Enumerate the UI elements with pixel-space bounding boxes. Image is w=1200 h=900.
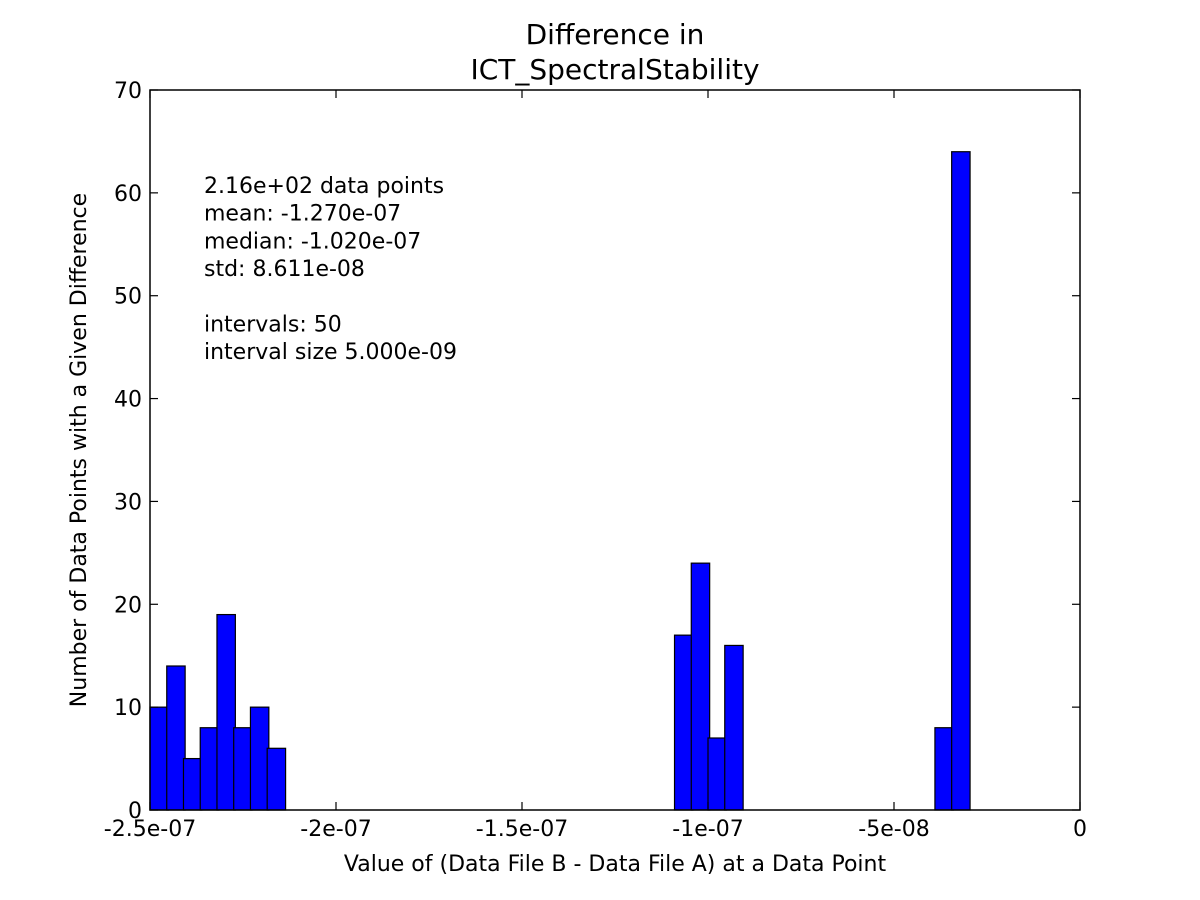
x-tick-label-0: -2.5e-07 [104,817,196,842]
stats-line-3: std: 8.611e-08 [204,257,365,282]
y-tick-label-3: 30 [114,490,142,515]
chart-title: Difference in ICT_SpectralStability [470,18,759,86]
x-tick-label-2: -1.5e-07 [476,817,568,842]
histogram-bar-4 [216,613,236,811]
x-tick-label-4: -5e-08 [858,817,929,842]
stats-line-1: mean: -1.270e-07 [204,202,401,227]
stats-line-2: median: -1.020e-07 [204,229,421,254]
y-tick-label-1: 10 [114,696,142,721]
histogram-bar-12 [934,727,954,811]
histogram-bar-8 [673,634,694,811]
stats-annotation: 2.16e+02 data points mean: -1.270e-07medi… [204,174,457,365]
axis-ticks: -2.5e-07 -2e-07 -1.5e-07 -1e-07 -5e-08 0 0 10 20… [104,79,1087,842]
y-tick-label-7: 70 [114,79,142,104]
plot-area-frame [149,89,1081,811]
chart-title-line-1: Difference in [526,18,705,51]
histogram-bar-0 [149,706,170,811]
histogram-bar-9 [690,562,711,811]
histogram-bar-11 [724,644,744,811]
x-axis-label: Value of (Data File B - Data File A) at … [344,852,887,877]
y-tick-label-6: 60 [114,182,142,207]
x-tick-label-3: -1e-07 [672,817,743,842]
chart-title-line-2: ICT_SpectralStability [470,53,759,86]
histogram-bar-13 [951,151,971,811]
histogram-bar-10 [707,737,728,811]
stats-line-0: 2.16e+02 data points [204,174,444,199]
y-tick-label-2: 20 [114,593,142,618]
y-tick-label-4: 40 [114,388,142,413]
histogram-bars [149,151,971,811]
histogram-bar-7 [266,747,287,811]
y-axis-label: Number of Data Points with a Given Diffe… [67,193,92,707]
histogram-bar-1 [166,665,186,811]
histogram-bar-3 [199,727,220,811]
y-tick-label-5: 50 [114,285,142,310]
histogram-bar-5 [233,727,253,811]
histogram-bar-6 [249,706,270,811]
histogram-bar-2 [182,757,203,811]
stats-line-5: intervals: 50 [204,313,342,338]
y-tick-label-0: 0 [128,799,142,824]
x-tick-label-1: -2e-07 [300,817,371,842]
x-tick-label-5: 0 [1073,817,1087,842]
stats-line-6: interval size 5.000e-09 [204,340,457,365]
